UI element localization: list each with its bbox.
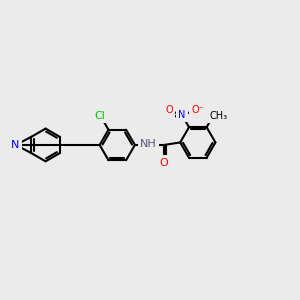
Text: N: N	[178, 110, 186, 120]
Text: N: N	[11, 140, 20, 150]
Text: O: O	[160, 158, 168, 168]
Text: CH₃: CH₃	[209, 111, 228, 121]
Text: Cl: Cl	[95, 110, 106, 121]
Text: S: S	[12, 140, 19, 150]
Text: O⁻: O⁻	[191, 105, 204, 115]
Text: NH: NH	[140, 139, 157, 149]
Text: O: O	[165, 105, 173, 115]
